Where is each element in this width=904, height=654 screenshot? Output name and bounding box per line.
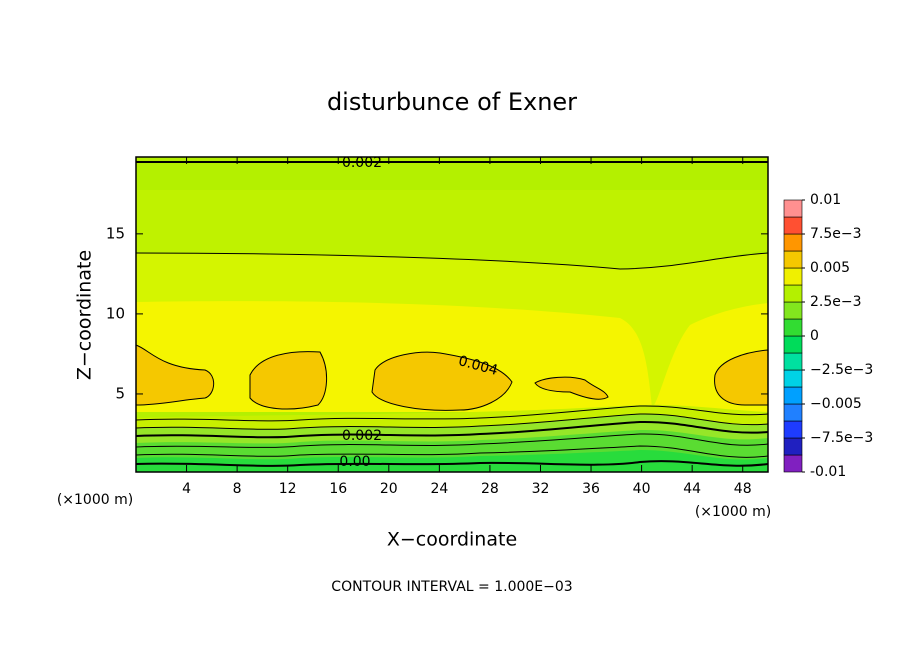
colorbar-bin xyxy=(783,284,803,303)
colorbar-tick-label: 0 xyxy=(810,328,819,344)
contour-line xyxy=(135,433,769,448)
colorbar-tick-label: −2.5e−3 xyxy=(810,362,873,378)
y-tick-label: 15 xyxy=(106,224,125,242)
fill-region xyxy=(371,351,513,411)
contour-line xyxy=(135,445,769,458)
x-tick-label: 8 xyxy=(233,481,242,497)
x-tick-label: 28 xyxy=(481,481,499,497)
x-tick-label: 24 xyxy=(430,481,448,497)
contour-line xyxy=(135,413,769,430)
y-tick-label: 10 xyxy=(106,304,125,322)
x-tick-label: 44 xyxy=(683,481,701,497)
contour-label: 0.002 xyxy=(342,428,382,444)
colorbar-tick-label: −7.5e−3 xyxy=(810,430,873,446)
colorbar-bin xyxy=(783,420,803,439)
plot-frame xyxy=(135,156,769,473)
colorbar-bin xyxy=(783,301,803,320)
fill-region xyxy=(136,450,768,472)
colorbar-bin xyxy=(783,267,803,286)
fill-region xyxy=(136,190,768,269)
contour-line xyxy=(135,460,769,467)
fill-region xyxy=(249,351,327,410)
colorbar-bin xyxy=(783,437,803,456)
y-tick-label: 5 xyxy=(115,384,125,402)
colorbar-tick-label: 0.01 xyxy=(810,192,841,208)
x-unit-label: (×1000 m) xyxy=(695,504,771,520)
x-tick-label: 12 xyxy=(279,481,297,497)
x-tick-label: 32 xyxy=(532,481,550,497)
colorbar-tick-label: 7.5e−3 xyxy=(810,226,862,242)
fill-region xyxy=(135,344,215,406)
colorbar-bin xyxy=(783,386,803,405)
fill-region xyxy=(714,349,769,406)
chart-title: disturbunce of Exner xyxy=(327,88,577,116)
fill-region xyxy=(534,376,609,400)
contour-line xyxy=(135,405,769,422)
x-tick-label: 16 xyxy=(329,481,347,497)
colorbar-bin xyxy=(783,335,803,354)
x-axis-label: X−coordinate xyxy=(387,529,517,551)
x-tick-label: 40 xyxy=(633,481,651,497)
colorbar-bin xyxy=(783,369,803,388)
y-unit-label: (×1000 m) xyxy=(57,492,133,508)
contour-line xyxy=(135,420,769,439)
x-tick-label: 20 xyxy=(380,481,398,497)
x-tick-label: 36 xyxy=(582,481,600,497)
colorbar-bin xyxy=(783,233,803,252)
colorbar-tick-label: 2.5e−3 xyxy=(810,294,862,310)
colorbar-bin xyxy=(783,199,803,218)
colorbar-bin xyxy=(783,216,803,235)
colorbar-bin xyxy=(783,403,803,422)
colorbar-tick-label: -0.01 xyxy=(810,464,846,480)
colorbar-tick-label: −0.005 xyxy=(810,396,862,412)
colorbar-bin xyxy=(783,318,803,337)
x-tick-label: 48 xyxy=(734,481,752,497)
contour-label: 0.002 xyxy=(342,155,382,171)
contour-label: 0.00 xyxy=(339,454,370,470)
colorbar-tick-label: 0.005 xyxy=(810,260,850,276)
colorbar-bin xyxy=(783,250,803,269)
footnote: CONTOUR INTERVAL = 1.000E−03 xyxy=(331,579,572,595)
colorbar-bin xyxy=(783,352,803,371)
colorbar-bin xyxy=(783,454,803,473)
contour-line xyxy=(135,252,769,270)
x-tick-label: 4 xyxy=(182,481,191,497)
contour-field xyxy=(135,157,769,472)
y-axis-label: Z−coordinate xyxy=(74,250,96,380)
